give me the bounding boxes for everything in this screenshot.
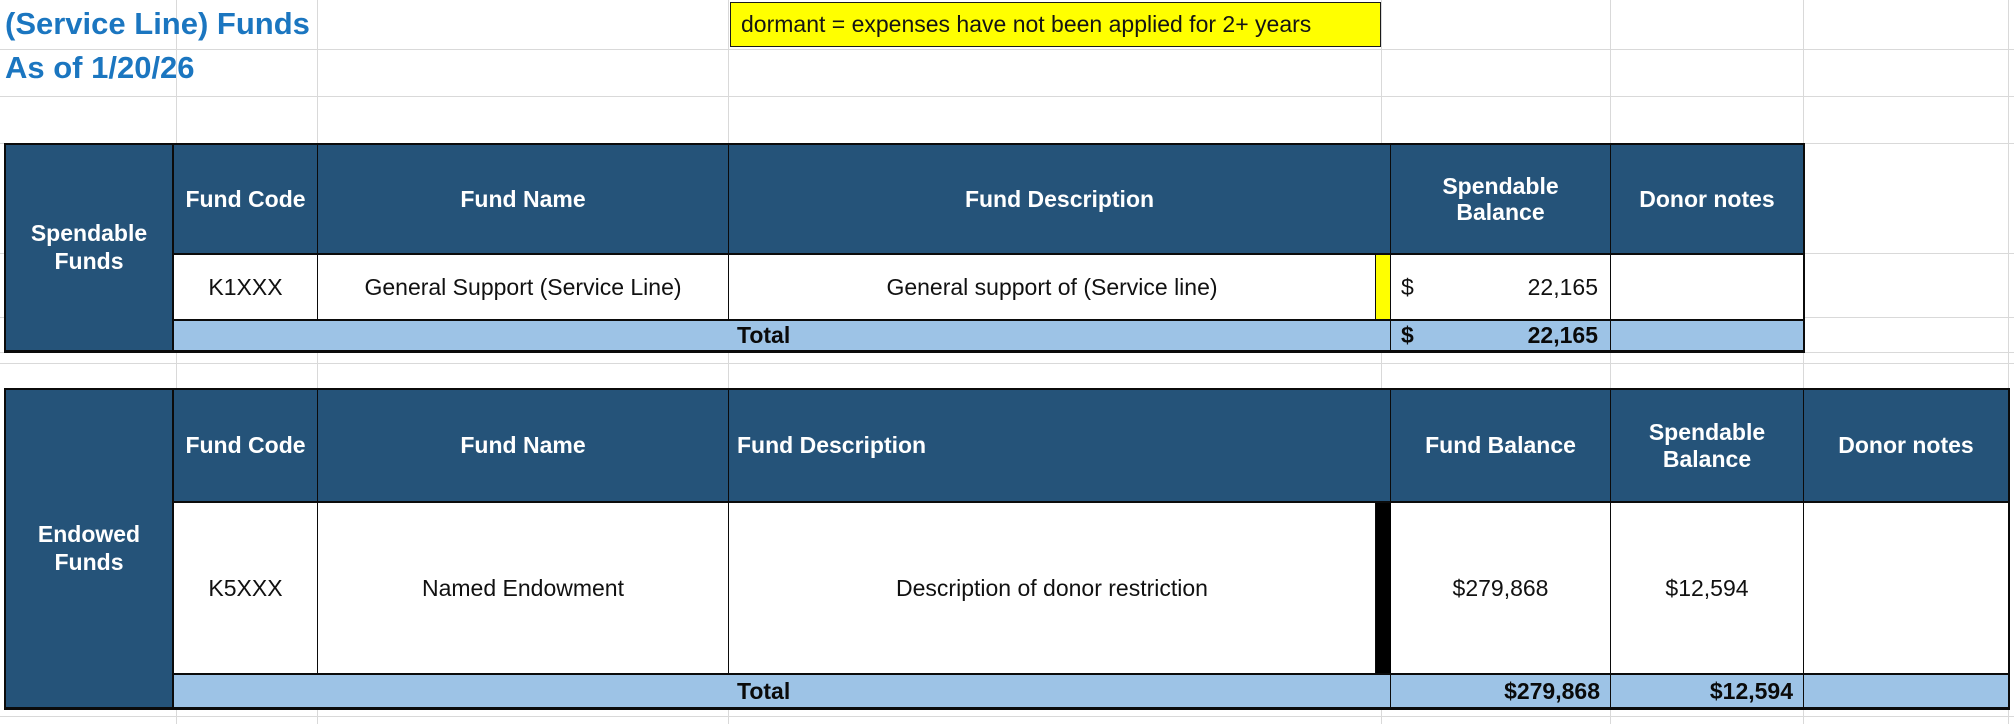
gridline <box>1610 0 1611 724</box>
header-donor-notes[interactable]: Donor notes <box>1838 432 1974 459</box>
gridline <box>0 49 2014 50</box>
header-fund-description[interactable]: Fund Description <box>729 145 1391 253</box>
fund-balance-cell[interactable]: $279,868 <box>1391 503 1611 673</box>
group-label-endowed-funds[interactable]: Endowed Funds <box>6 390 174 707</box>
dormant-note-cell[interactable]: dormant = expenses have not been applied… <box>730 2 1381 47</box>
header-fund-code[interactable]: Fund Code <box>174 390 318 501</box>
donor-notes-cell[interactable] <box>1611 255 1803 319</box>
fund-code-cell[interactable]: K5XXX <box>174 503 318 673</box>
yellow-divider-stripe <box>1376 255 1391 319</box>
fund-description-cell[interactable]: General support of (Service line) <box>729 255 1376 319</box>
total-row-spacer[interactable] <box>174 321 729 350</box>
gridline <box>0 716 2014 717</box>
total-donor-notes-cell[interactable] <box>1804 675 2008 707</box>
header-donor-notes[interactable]: Donor notes <box>1639 185 1775 212</box>
header-spendable-balance[interactable]: Spendable Balance <box>1391 145 1611 253</box>
amount: 22,165 <box>1527 322 1598 348</box>
endowed-funds-table: Endowed Funds Fund Code Fund Name Fund D… <box>4 388 2010 710</box>
currency-symbol: $ <box>1401 322 1414 348</box>
total-spendable-balance-cell[interactable]: $12,594 <box>1611 675 1804 707</box>
gridline <box>1803 0 1804 724</box>
header-fund-name[interactable]: Fund Name <box>318 145 729 253</box>
gridline <box>1381 0 1382 724</box>
group-label-spendable-funds[interactable]: Spendable Funds <box>6 145 174 350</box>
gridline <box>176 0 177 724</box>
total-spendable-balance-cell[interactable]: $ 22,165 <box>1391 321 1611 350</box>
total-donor-notes-cell[interactable] <box>1611 321 1803 350</box>
fund-code-cell[interactable]: K1XXX <box>174 255 318 319</box>
gridline <box>0 96 2014 97</box>
currency-symbol: $ <box>1401 273 1414 300</box>
header-fund-name[interactable]: Fund Name <box>318 390 729 501</box>
header-spendable-balance[interactable]: Spendable Balance <box>1611 390 1804 501</box>
spendable-balance-cell[interactable]: $12,594 <box>1611 503 1804 673</box>
as-of-date[interactable]: As of 1/20/26 <box>5 50 195 85</box>
header-fund-balance[interactable]: Fund Balance <box>1391 390 1611 501</box>
spendable-balance-cell[interactable]: $ 22,165 <box>1391 255 1611 319</box>
spendable-funds-table: Spendable Funds Fund Code Fund Name Fund… <box>4 143 1805 353</box>
header-fund-description[interactable]: Fund Description <box>729 390 1391 501</box>
spendable-total-row: Total $ 22,165 <box>174 319 1803 350</box>
endowed-header-row: Fund Code Fund Name Fund Description Fun… <box>174 390 2008 503</box>
spendable-header-row: Fund Code Fund Name Fund Description Spe… <box>174 145 1803 255</box>
total-label-cell[interactable]: Total <box>729 675 1391 707</box>
gridline <box>317 0 318 724</box>
spendable-data-row: K1XXX General Support (Service Line) Gen… <box>174 255 1803 319</box>
amount: 22,165 <box>1527 273 1598 300</box>
donor-notes-cell[interactable] <box>1804 503 2008 673</box>
sheet-title[interactable]: (Service Line) Funds <box>5 6 310 41</box>
total-label-cell[interactable]: Total <box>729 321 1391 350</box>
gridline <box>2008 0 2009 724</box>
fund-name-cell[interactable]: General Support (Service Line) <box>318 255 729 319</box>
total-row-spacer[interactable] <box>174 675 729 707</box>
fund-name-cell[interactable]: Named Endowment <box>318 503 729 673</box>
gridline <box>728 0 729 724</box>
black-divider-bar <box>1376 503 1391 673</box>
gridline <box>0 363 2014 364</box>
endowed-total-row: Total $279,868 $12,594 <box>174 673 2008 707</box>
header-fund-code[interactable]: Fund Code <box>174 145 318 253</box>
fund-description-cell[interactable]: Description of donor restriction <box>729 503 1376 673</box>
endowed-data-row: K5XXX Named Endowment Description of don… <box>174 503 2008 673</box>
total-fund-balance-cell[interactable]: $279,868 <box>1391 675 1611 707</box>
